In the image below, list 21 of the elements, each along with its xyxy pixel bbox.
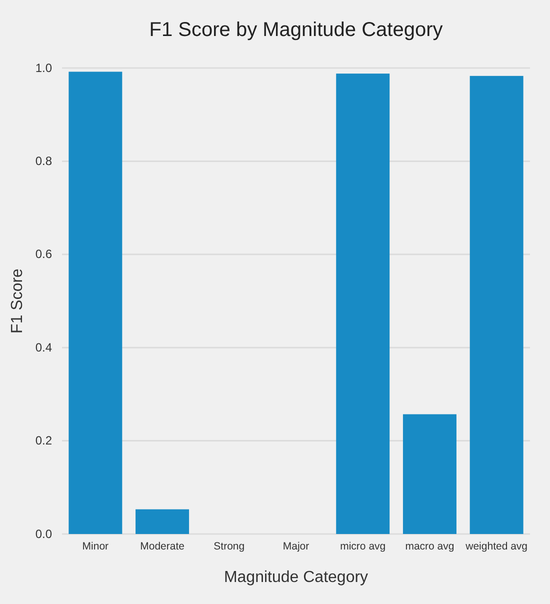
y-tick-label: 0.6: [35, 247, 52, 262]
x-tick-label: micro avg: [340, 540, 386, 552]
y-tick-label: 0.4: [35, 340, 52, 354]
y-tick-label: 0.0: [35, 526, 52, 541]
y-axis-title: F1 Score: [9, 268, 26, 334]
x-tick-label: Moderate: [140, 540, 185, 552]
x-axis-title: Magnitude Category: [224, 569, 368, 586]
bar: [136, 509, 190, 534]
bar: [336, 74, 390, 534]
y-tick-label: 0.2: [35, 434, 52, 448]
bar: [68, 72, 122, 534]
x-tick-label: Minor: [82, 540, 110, 552]
x-tick-label: macro avg: [405, 540, 454, 552]
x-tick-label: Strong: [214, 540, 245, 552]
y-tick-label: 0.8: [35, 154, 52, 168]
x-tick-label: Major: [282, 540, 310, 552]
x-tick-label: weighted avg: [464, 540, 528, 552]
bar: [402, 414, 456, 534]
y-tick-label: 1.0: [35, 60, 52, 75]
bar: [470, 76, 524, 534]
chart-title: F1 Score by Magnitude Category: [149, 19, 443, 41]
